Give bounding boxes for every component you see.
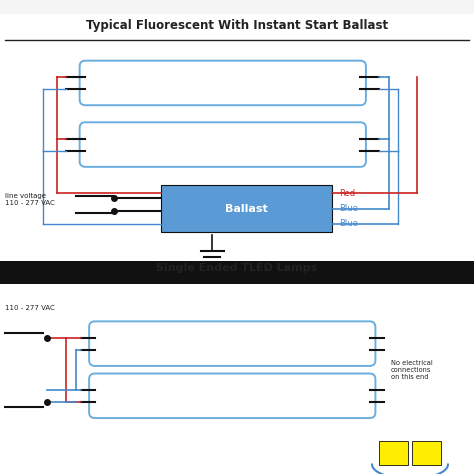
Bar bbox=[161, 185, 332, 232]
Bar bbox=[379, 441, 408, 465]
Text: Ballast: Ballast bbox=[225, 203, 268, 214]
Text: Blue: Blue bbox=[339, 219, 358, 228]
Text: No electrical
connections
on this end: No electrical connections on this end bbox=[391, 360, 433, 380]
FancyBboxPatch shape bbox=[89, 321, 375, 366]
Text: Red: Red bbox=[339, 189, 355, 198]
Bar bbox=[0, 261, 474, 284]
FancyBboxPatch shape bbox=[80, 122, 366, 167]
FancyBboxPatch shape bbox=[80, 61, 366, 105]
Bar bbox=[0, 14, 474, 261]
Text: Typical Fluorescent With Instant Start Ballast: Typical Fluorescent With Instant Start B… bbox=[86, 19, 388, 32]
Text: line voltage
110 - 277 VAC: line voltage 110 - 277 VAC bbox=[5, 192, 55, 206]
Text: Single Ended TLED Lamps: Single Ended TLED Lamps bbox=[156, 263, 318, 273]
Bar bbox=[412, 441, 441, 465]
Text: Blue: Blue bbox=[339, 204, 358, 213]
Bar bbox=[0, 294, 474, 474]
Text: 110 - 277 VAC: 110 - 277 VAC bbox=[5, 305, 55, 311]
FancyBboxPatch shape bbox=[89, 374, 375, 418]
Bar bbox=[0, 284, 474, 294]
